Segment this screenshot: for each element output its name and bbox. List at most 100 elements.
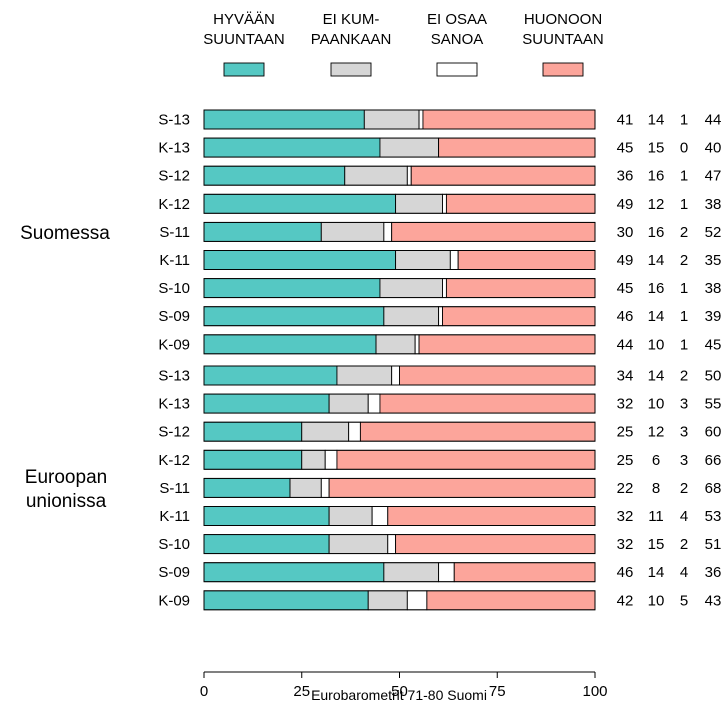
legend-label: EI OSAA bbox=[427, 11, 487, 28]
value-label: 50 bbox=[705, 368, 722, 385]
value-label: 14 bbox=[648, 252, 665, 269]
bar-segment bbox=[391, 365, 400, 386]
bar-segment bbox=[203, 477, 291, 498]
bar-segment bbox=[422, 109, 596, 130]
value-label: 42 bbox=[617, 592, 634, 609]
value-label: 14 bbox=[648, 564, 665, 581]
bar-segment bbox=[375, 334, 416, 355]
bar-outline bbox=[203, 365, 596, 386]
value-label: 1 bbox=[680, 336, 688, 353]
value-label: 12 bbox=[648, 424, 665, 441]
bar-segment bbox=[203, 221, 322, 242]
bar-segment bbox=[449, 250, 459, 270]
row-label: S-10 bbox=[158, 536, 190, 553]
value-label: 39 bbox=[705, 308, 722, 325]
bar-segment bbox=[336, 449, 596, 470]
value-label: 25 bbox=[617, 452, 634, 469]
bar-segment bbox=[387, 534, 397, 555]
bar-segment bbox=[320, 477, 330, 498]
bar-outline bbox=[203, 137, 596, 158]
row-label: S-09 bbox=[158, 308, 190, 325]
bar-segment bbox=[457, 250, 596, 270]
value-label: 8 bbox=[652, 480, 660, 497]
bar-outline bbox=[203, 534, 596, 555]
value-label: 16 bbox=[648, 280, 665, 297]
value-label: 30 bbox=[617, 224, 634, 241]
value-label: 2 bbox=[680, 480, 688, 497]
bar-outline bbox=[203, 165, 596, 186]
bar-segment bbox=[203, 590, 369, 611]
bar-segment bbox=[438, 306, 443, 327]
bar-segment bbox=[383, 562, 440, 583]
row-label: K-09 bbox=[158, 592, 190, 609]
legend-label: PAANKAAN bbox=[311, 31, 392, 48]
value-label: 46 bbox=[617, 564, 634, 581]
bar-segment bbox=[203, 165, 346, 186]
bar-segment bbox=[387, 506, 596, 526]
value-label: 10 bbox=[648, 336, 665, 353]
value-label: 45 bbox=[705, 336, 722, 353]
value-label: 12 bbox=[648, 196, 665, 213]
value-label: 40 bbox=[705, 140, 722, 157]
bar-segment bbox=[371, 506, 389, 526]
bar-segment bbox=[383, 306, 440, 327]
value-label: 60 bbox=[705, 424, 722, 441]
bar-segment bbox=[203, 562, 385, 583]
bar-segment bbox=[203, 449, 303, 470]
x-tick-label: 25 bbox=[293, 683, 310, 700]
value-label: 2 bbox=[680, 536, 688, 553]
bar-segment bbox=[203, 137, 381, 158]
value-label: 6 bbox=[652, 452, 660, 469]
bar-segment bbox=[203, 393, 330, 414]
value-label: 45 bbox=[617, 280, 634, 297]
legend-label: SANOA bbox=[431, 31, 484, 48]
value-label: 36 bbox=[705, 564, 722, 581]
bar-outline bbox=[203, 393, 596, 414]
bar-outline bbox=[203, 221, 596, 242]
x-tick-label: 0 bbox=[200, 683, 208, 700]
bar-outline bbox=[203, 449, 596, 470]
bar-segment bbox=[438, 562, 455, 583]
bar-segment bbox=[391, 221, 596, 242]
bar-segment bbox=[363, 109, 420, 130]
bar-outline bbox=[203, 334, 596, 355]
bar-outline bbox=[203, 306, 596, 327]
value-label: 25 bbox=[617, 424, 634, 441]
bar-segment bbox=[426, 590, 596, 611]
bar-outline bbox=[203, 421, 596, 442]
bar-segment bbox=[379, 137, 440, 158]
value-label: 4 bbox=[680, 564, 688, 581]
value-label: 49 bbox=[617, 196, 634, 213]
value-label: 38 bbox=[705, 196, 722, 213]
value-label: 16 bbox=[648, 168, 665, 185]
value-label: 1 bbox=[680, 308, 688, 325]
bar-outline bbox=[203, 562, 596, 583]
value-label: 1 bbox=[680, 112, 688, 129]
x-tick-label: 50 bbox=[391, 683, 408, 700]
value-label: 15 bbox=[648, 536, 665, 553]
bar-segment bbox=[344, 165, 408, 186]
value-label: 3 bbox=[680, 396, 688, 413]
bar-outline bbox=[203, 109, 596, 130]
bar-segment bbox=[442, 193, 447, 214]
bar-segment bbox=[203, 506, 330, 526]
value-label: 16 bbox=[648, 224, 665, 241]
bar-outline bbox=[203, 506, 596, 526]
bar-segment bbox=[328, 534, 389, 555]
row-label: S-12 bbox=[158, 424, 190, 441]
legend-swatch bbox=[330, 62, 372, 77]
value-label: 43 bbox=[705, 592, 722, 609]
row-label: K-13 bbox=[158, 140, 190, 157]
legend-label: SUUNTAAN bbox=[522, 31, 603, 48]
value-label: 52 bbox=[705, 224, 722, 241]
bar-segment bbox=[320, 221, 385, 242]
bar-segment bbox=[203, 250, 397, 270]
row-label: K-09 bbox=[158, 336, 190, 353]
legend-label: EI KUM- bbox=[323, 11, 380, 28]
row-label: S-11 bbox=[159, 480, 190, 497]
bar-outline bbox=[203, 278, 596, 299]
legend-swatch bbox=[223, 62, 265, 77]
value-label: 10 bbox=[648, 396, 665, 413]
value-label: 55 bbox=[705, 396, 722, 413]
value-label: 1 bbox=[680, 280, 688, 297]
